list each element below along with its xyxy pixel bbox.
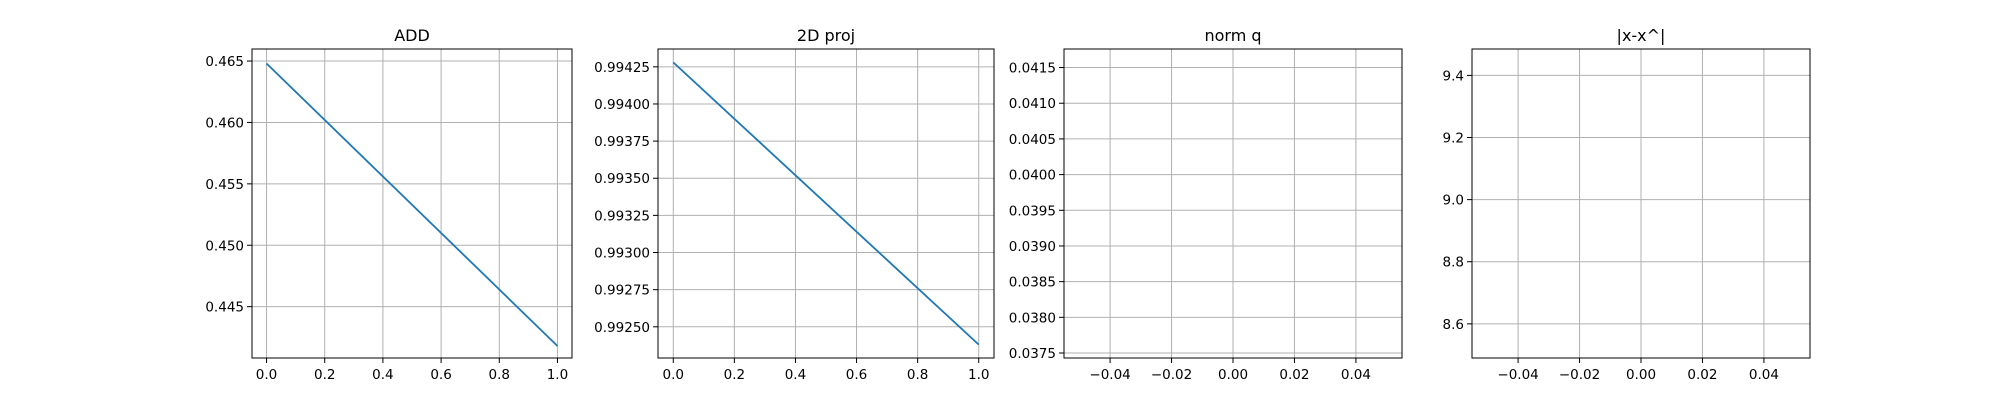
y-tick-label: 8.6 bbox=[1443, 317, 1464, 333]
y-tick-label: 0.0390 bbox=[1009, 239, 1056, 255]
x-tick-label: −0.04 bbox=[1497, 367, 1538, 383]
x-tick-label: 0.04 bbox=[1749, 367, 1779, 383]
y-tick-label: 0.0375 bbox=[1009, 346, 1056, 362]
subplot-1: 0.0 0.2 0.4 0.6 0.8 1.0 0.99250 0.99275 0.99300 0… bbox=[594, 26, 995, 383]
x-tick-label: 0.0 bbox=[663, 367, 684, 383]
x-tick-label: 0.8 bbox=[489, 367, 510, 383]
x-tick-label: 0.6 bbox=[846, 367, 867, 383]
y-tick-label: 8.8 bbox=[1443, 255, 1464, 271]
y-tick-label: 0.99325 bbox=[594, 208, 650, 224]
x-tick-label: 0.4 bbox=[372, 367, 393, 383]
x-tick-label: 0.04 bbox=[1341, 367, 1371, 383]
axes-frame bbox=[657, 48, 995, 359]
x-tick-label: 0.02 bbox=[1279, 367, 1309, 383]
x-tick-label: 0.0 bbox=[256, 367, 277, 383]
y-tick-label: 0.455 bbox=[205, 177, 244, 193]
x-tick-label: 0.4 bbox=[785, 367, 806, 383]
x-tick-label: −0.02 bbox=[1559, 367, 1600, 383]
subplot-0: 0.0 0.2 0.4 0.6 0.8 1.0 0.445 0.450 0.455 0.460 0.… bbox=[205, 26, 573, 383]
series-line bbox=[265, 62, 559, 347]
y-tick-label: 0.99250 bbox=[594, 320, 650, 336]
y-tick-label: 9.0 bbox=[1443, 193, 1464, 209]
y-tick-label: 0.0400 bbox=[1009, 168, 1056, 184]
y-tick-label: 0.450 bbox=[205, 238, 244, 254]
subplot-title: norm q bbox=[1204, 26, 1261, 45]
y-tick-label: 0.99275 bbox=[594, 283, 650, 299]
y-tick-label: 0.465 bbox=[205, 54, 244, 70]
x-tick-label: 1.0 bbox=[968, 367, 989, 383]
series-line bbox=[672, 61, 980, 346]
axes-frame bbox=[251, 48, 573, 359]
x-tick-label: 0.02 bbox=[1687, 367, 1717, 383]
y-tick-label: 0.99350 bbox=[594, 171, 650, 187]
y-tick-label: 0.0410 bbox=[1009, 96, 1056, 112]
y-tick-label: 0.0395 bbox=[1009, 203, 1056, 219]
x-tick-label: 0.2 bbox=[314, 367, 335, 383]
x-tick-label: 0.8 bbox=[907, 367, 928, 383]
y-tick-label: 0.99425 bbox=[594, 60, 650, 76]
subplot-title: ADD bbox=[394, 26, 430, 45]
subplot-3: −0.04 −0.02 0.00 0.02 0.04 8.6 8.8 9.0 9.2 9.4 |x-… bbox=[1443, 26, 1811, 383]
y-tick-label: 0.460 bbox=[205, 115, 244, 131]
y-tick-label: 0.99300 bbox=[594, 246, 650, 262]
y-tick-label: 9.4 bbox=[1443, 68, 1464, 84]
subplot-2: −0.04 −0.02 0.00 0.02 0.04 0.0375 0.0380 0.0385… bbox=[1009, 26, 1403, 383]
y-tick-label: 0.0415 bbox=[1009, 61, 1056, 77]
x-tick-label: −0.04 bbox=[1089, 367, 1130, 383]
x-tick-label: 0.00 bbox=[1626, 367, 1656, 383]
x-tick-label: −0.02 bbox=[1151, 367, 1192, 383]
x-tick-label: 1.0 bbox=[547, 367, 568, 383]
y-tick-label: 9.2 bbox=[1443, 131, 1464, 147]
y-tick-label: 0.0380 bbox=[1009, 310, 1056, 326]
y-tick-label: 0.445 bbox=[205, 300, 244, 316]
subplot-title: 2D proj bbox=[797, 26, 855, 45]
y-tick-label: 0.99375 bbox=[594, 134, 650, 150]
subplot-title: |x-x^| bbox=[1617, 26, 1666, 45]
y-tick-label: 0.0385 bbox=[1009, 275, 1056, 291]
x-tick-label: 0.6 bbox=[430, 367, 451, 383]
x-tick-label: 0.2 bbox=[724, 367, 745, 383]
y-tick-label: 0.99400 bbox=[594, 97, 650, 113]
x-tick-label: 0.00 bbox=[1218, 367, 1248, 383]
y-tick-label: 0.0405 bbox=[1009, 132, 1056, 148]
